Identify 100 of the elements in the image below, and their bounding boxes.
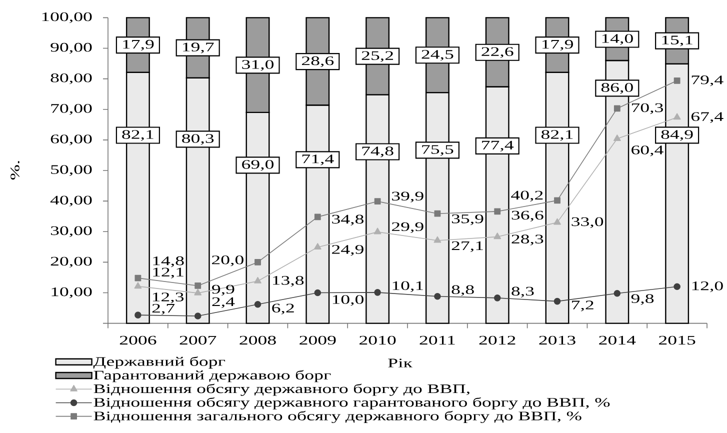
x-tick-label: 2008 [240,336,276,345]
point [194,312,202,320]
point [494,294,501,302]
y-tick-label: 90,00 [50,42,92,54]
point [554,218,561,225]
point [314,214,321,220]
data-label: 82,1 [541,130,573,141]
data-label: 12,1 [153,268,184,278]
data-label: 34,8 [332,214,364,226]
y-tick-label: 20,00 [50,256,92,268]
data-label: 36,6 [512,210,544,222]
point [554,197,560,204]
data-label: 70,3 [632,103,663,114]
point [434,236,442,243]
x-tick-label: 2015 [659,336,696,345]
x-tick-label: 2012 [479,336,516,345]
data-label: 77,4 [482,140,514,152]
point [673,113,681,120]
data-label: 7,2 [572,300,594,312]
y-tick-label: 70,00 [51,104,92,115]
x-tick-label: 2010 [360,336,396,345]
point [134,282,142,289]
legend-label: Відношення обсягу державного гарантованого боргу до ВВП, % [94,397,610,410]
legend-label: Відношення обсягу державного боргу до ВВП, [94,384,470,396]
y-tick-label: 10,00 [52,287,92,298]
data-label: 33,0 [572,217,604,228]
data-label: 24,5 [422,50,454,61]
data-label: 40,2 [511,190,543,202]
data-label: 2,4 [212,297,235,308]
data-label: 29,9 [392,222,424,233]
data-label: 79,4 [692,76,724,86]
data-label: 69,0 [242,160,274,171]
y-tick-label: 40,00 [50,196,92,206]
y-tick-label: 80,00 [50,74,92,84]
point [314,289,322,296]
y-tick-label: 30,00 [50,226,92,237]
data-label: 27,1 [452,241,483,252]
x-tick-label: 2007 [180,336,216,345]
data-label: 9,9 [212,284,234,296]
data-label: 25,2 [362,51,394,62]
data-label: 39,9 [392,192,424,202]
data-label: 12,3 [152,292,184,304]
point [613,134,621,142]
data-label: 9,8 [631,294,654,305]
legend-label: Державний борг [93,356,226,369]
point [254,258,261,266]
point [134,312,142,318]
data-label: 60,4 [632,146,664,156]
data-label: 80,3 [182,134,214,145]
point [494,232,502,240]
data-label: 14,8 [153,256,184,268]
legend-label: Гарантований державою борг [94,370,331,382]
point [134,274,142,282]
data-label: 84,9 [661,130,693,141]
data-label: 28,3 [512,234,544,246]
point [614,290,621,297]
point [674,283,680,290]
data-label: 10,0 [332,295,364,306]
data-label: 15,1 [662,36,692,46]
x-tick-label: 2014 [599,336,636,345]
data-label: 13,8 [272,276,304,287]
point [194,282,202,289]
data-label: 17,9 [542,40,573,51]
point [194,288,202,296]
point [374,289,381,296]
data-label: 75,5 [422,145,454,156]
data-label: 82,1 [122,130,154,141]
legend-label: Відношення загального обсягу державного боргу до ВВП, % [94,410,582,424]
y-tick-label: 60,00 [50,134,92,146]
x-tick-label: 2009 [300,336,336,345]
data-label: 24,9 [332,245,364,256]
data-label: 28,6 [302,56,334,68]
point [434,293,441,300]
x-tick-label: 2013 [539,336,576,345]
data-label: 17,9 [123,40,154,51]
data-label: 22,6 [482,47,514,58]
point [374,198,381,205]
x-tick-label: 2011 [420,336,455,345]
data-label: 20,0 [212,256,244,266]
data-label: 14,0 [602,34,633,45]
point [374,228,382,234]
x-axis-title: Рік [388,358,412,368]
y-tick-label: 100,00 [42,12,92,24]
y-axis-title: %. [10,161,20,180]
point [494,208,501,215]
point [554,298,561,305]
data-label: 8,3 [512,286,534,298]
data-label: 74,8 [362,146,394,158]
point [314,243,322,250]
data-label: 8,8 [452,285,474,296]
point [434,210,441,217]
data-label: 2,7 [152,304,175,315]
point [614,105,620,112]
x-tick-label: 2006 [120,336,156,345]
data-label: 67,4 [691,112,724,123]
data-label: 71,4 [302,154,334,166]
data-label: 6,2 [272,304,294,314]
point [254,276,262,284]
point [674,77,680,84]
data-label: 31,0 [242,60,274,71]
